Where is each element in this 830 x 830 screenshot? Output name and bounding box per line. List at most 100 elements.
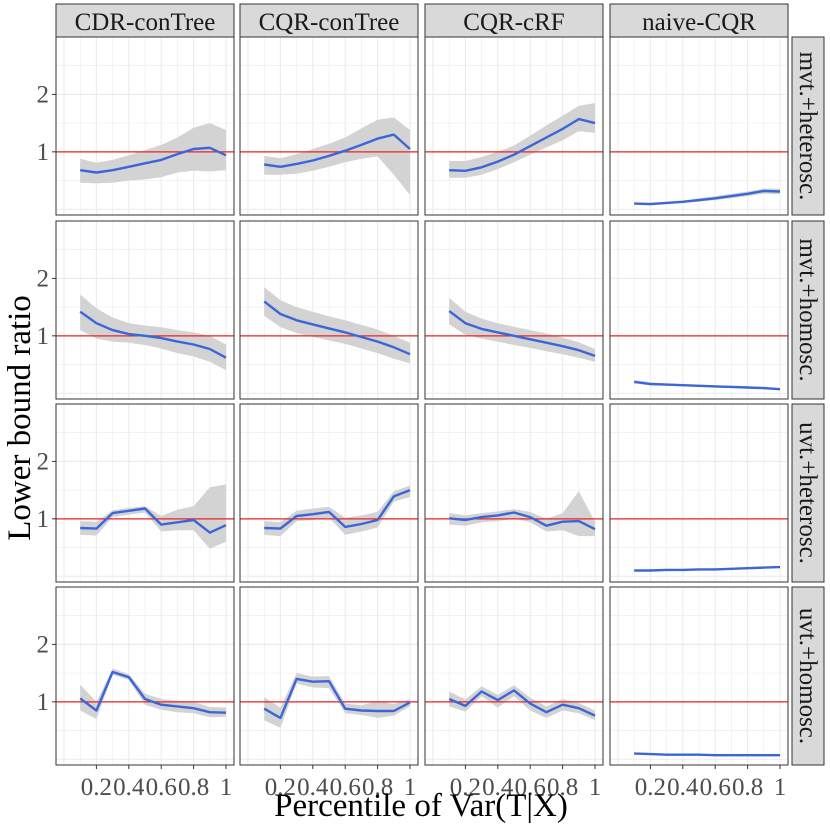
panel-mvt-heterosc-cdr-contree (55, 36, 235, 216)
y-axis-title: Lower bound ratio (2, 295, 38, 541)
panel-uvt-heterosc-cqr-contree (239, 403, 419, 583)
confidence-band (264, 673, 410, 728)
x-tick-label: 0.8 (732, 774, 763, 801)
panel-border (239, 36, 419, 216)
x-tick-label: 1 (220, 774, 233, 801)
column-strip-label: CDR-conTree (75, 9, 216, 36)
row-strip-uvt-homosc: uvt.+homosc. (791, 586, 825, 766)
series-line (634, 752, 780, 757)
series-line (449, 117, 596, 173)
panel-mvt-heterosc-cqr-crf (424, 36, 604, 216)
panel-mvt-heterosc-cqr-contree (239, 36, 419, 216)
confidence-band (264, 287, 410, 364)
column-strip-naive-cqr: naive-CQR (609, 3, 789, 38)
panel-border (239, 403, 419, 583)
y-tick-label: 2 (37, 265, 50, 292)
x-tick-label: 0.8 (178, 774, 209, 801)
confidence-band (634, 188, 780, 206)
row-strip-background (791, 586, 825, 766)
y-axis-ticks: 1 2 1 2 1 2 1 2 (37, 81, 56, 716)
panel-border (424, 36, 604, 216)
panel-uvt-heterosc-naive-cqr (609, 403, 789, 583)
panel-border (609, 36, 789, 216)
series-line (79, 310, 227, 359)
column-strip-background (55, 3, 235, 38)
x-axis-ticks: 0.2 0.4 0.6 0.8 1 0.2 0.4 0.6 0.8 1 0.2 0.4 0.6 0.8 1 0… (81, 765, 786, 801)
y-tick-label: 1 (37, 139, 50, 166)
column-strip-label: CQR-cRF (463, 9, 564, 36)
y-tick-label: 1 (37, 323, 50, 350)
series-line (448, 310, 596, 358)
column-strip-background (424, 3, 604, 38)
panel-border (55, 403, 235, 583)
series-line (80, 146, 227, 174)
x-tick-label: 0.2 (635, 774, 666, 801)
x-tick-label: 0.4 (482, 774, 514, 801)
column-strip-cqr-contree: CQR-conTree (239, 3, 419, 38)
x-tick-label: 0.6 (515, 774, 546, 801)
series-line (634, 380, 781, 391)
confidence-band (449, 103, 595, 178)
row-strip-background (791, 220, 825, 400)
y-tick-label: 2 (37, 631, 50, 658)
panel-uvt-homosc-naive-cqr (609, 586, 789, 766)
panel-border (609, 220, 789, 400)
row-strip-label: mvt.+heterosc. (794, 52, 821, 201)
column-strip-background (609, 3, 789, 38)
panel-border (55, 36, 235, 216)
row-strip-background (791, 403, 825, 583)
confidence-band (264, 485, 410, 537)
row-strip-mvt-heterosc: mvt.+heterosc. (791, 36, 825, 216)
panel-border (609, 403, 789, 583)
panel-border (424, 586, 604, 766)
panel-border (239, 220, 419, 400)
panel-border (55, 586, 235, 766)
y-tick-label: 2 (37, 448, 50, 475)
series-line (263, 677, 411, 720)
series-line (264, 488, 411, 530)
x-tick-label: 0.2 (81, 774, 112, 801)
column-strip-cdr-contree: CDR-conTree (55, 3, 235, 38)
x-tick-label: 1 (589, 774, 602, 801)
series-line (449, 511, 596, 531)
series-line (634, 565, 781, 572)
panel-border (55, 220, 235, 400)
row-strip-mvt-homosc: mvt.+homosc. (791, 220, 825, 400)
panels (55, 36, 789, 766)
panel-border (609, 586, 789, 766)
x-tick-label: 0.6 (700, 774, 731, 801)
x-tick-label: 0.6 (146, 774, 177, 801)
series-line (80, 507, 227, 534)
x-tick-label: 0.2 (450, 774, 481, 801)
panel-uvt-heterosc-cqr-crf (424, 403, 604, 583)
x-axis-title: Percentile of Var(T|X) (274, 788, 568, 824)
panel-border (424, 220, 604, 400)
panel-mvt-homosc-cdr-contree (55, 220, 235, 400)
y-tick-label: 1 (37, 689, 50, 716)
row-strip-label: uvt.+homosc. (794, 608, 821, 744)
x-tick-label: 1 (774, 774, 787, 801)
panel-mvt-heterosc-naive-cqr (609, 36, 789, 216)
series-line (634, 189, 781, 206)
panel-border (239, 586, 419, 766)
column-strip-label: CQR-conTree (259, 9, 400, 36)
row-strips: mvt.+heterosc. mvt.+homosc. uvt.+heterosc.… (791, 36, 825, 766)
x-tick-label: 0.4 (667, 774, 699, 801)
x-tick-label: 0.8 (362, 774, 393, 801)
panel-uvt-heterosc-cdr-contree (55, 403, 235, 583)
series-line (264, 133, 411, 169)
row-strip-background (791, 36, 825, 216)
x-tick-label: 0.4 (113, 774, 145, 801)
y-tick-label: 1 (37, 506, 50, 533)
x-tick-label: 1 (404, 774, 417, 801)
panel-mvt-homosc-cqr-contree (239, 220, 419, 400)
column-strip-background (239, 3, 419, 38)
x-tick-label: 0.4 (297, 774, 329, 801)
confidence-band (264, 117, 410, 195)
column-strips: CDR-conTree CQR-conTree CQR-cRF naive-CQR (55, 3, 789, 38)
series-line (263, 300, 411, 356)
row-strip-uvt-heterosc: uvt.+heterosc. (791, 403, 825, 583)
x-tick-label: 0.6 (330, 774, 361, 801)
x-tick-label: 0.2 (265, 774, 296, 801)
row-strip-label: mvt.+homosc. (794, 238, 821, 381)
